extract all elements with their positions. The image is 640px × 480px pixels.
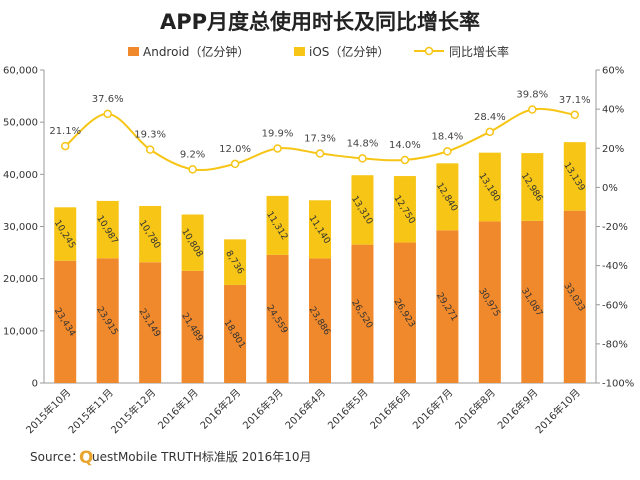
x-tick-label: 2016年7月: [410, 386, 456, 432]
bar-ios: [96, 200, 119, 259]
growth-point: [528, 105, 537, 114]
bar-ios: [224, 239, 247, 285]
growth-point: [273, 144, 282, 153]
growth-point: [358, 154, 367, 163]
bar-android: [224, 284, 247, 383]
y-right-tick-label: 60%: [602, 66, 624, 77]
y-left-tick-label: 0: [32, 379, 38, 390]
growth-label: 28.4%: [474, 112, 506, 123]
growth-point: [400, 155, 410, 165]
growth-point: [60, 141, 70, 151]
growth-label: 9.2%: [180, 149, 205, 160]
y-right-tick-label: 20%: [602, 144, 624, 155]
growth-point: [230, 159, 240, 169]
y-left-tick-label: 30,000: [3, 222, 38, 233]
bar-android: [436, 230, 459, 383]
bar-ios: [139, 206, 162, 263]
bar-android: [96, 258, 119, 383]
growth-point: [145, 145, 155, 154]
growth-point: [443, 147, 452, 156]
bar-android: [266, 254, 289, 383]
bar-ios: [478, 152, 501, 222]
y-left-tick-label: 60,000: [3, 66, 38, 77]
growth-label: 14.0%: [389, 140, 421, 151]
bar-ios: [393, 176, 416, 243]
bar-android: [393, 242, 416, 383]
source-prefix: Source：: [30, 450, 83, 464]
growth-label: 37.1%: [559, 95, 591, 106]
growth-label: 17.3%: [304, 134, 336, 145]
growth-label: 19.9%: [262, 128, 294, 139]
growth-point: [315, 149, 325, 158]
bar-android: [139, 262, 162, 383]
growth-label: 12.0%: [219, 144, 251, 155]
x-tick-label: 2016年2月: [197, 386, 243, 432]
y-left-tick-label: 40,000: [3, 170, 38, 181]
bar-android: [54, 260, 77, 383]
source-logo-q: Q: [79, 448, 93, 468]
y-right-tick-label: -80%: [602, 339, 628, 350]
bar-android: [351, 244, 374, 383]
plot-area: 0 10,000 20,000 30,000 40,000 50,000 60,000 -10…: [3, 66, 634, 437]
growth-label: 37.6%: [92, 94, 124, 105]
y-right-tick-label: -100%: [602, 379, 634, 390]
growth-point: [188, 165, 197, 174]
source-note: Source： Q uestMobile TRUTH标准版 2016年10月: [30, 448, 312, 468]
bar-android: [521, 220, 544, 383]
y-left-tick-label: 20,000: [3, 274, 38, 285]
y-right-tick-label: -40%: [602, 261, 628, 272]
legend: Android（亿分钟） iOS（亿分钟） 同比增长率: [128, 44, 509, 59]
chart-title: APP月度总使用时长及同比增长率: [160, 10, 480, 34]
x-tick-label: 2016年3月: [240, 386, 286, 432]
bar-ios: [436, 163, 459, 231]
y-right-tick-label: 0%: [602, 183, 618, 194]
bar-android: [309, 258, 331, 383]
growth-label: 21.1%: [49, 126, 81, 137]
x-tick-label: 2016年8月: [452, 386, 498, 432]
y-right-tick-label: -20%: [602, 222, 628, 233]
x-tick-label: 2016年4月: [282, 386, 328, 432]
bar-android: [181, 270, 204, 383]
legend-marker-growth: [424, 46, 434, 56]
bar-ios: [309, 200, 331, 259]
bar-ios: [54, 207, 77, 261]
bar-ios: [351, 175, 374, 245]
y-left-tick-label: 50,000: [3, 118, 38, 129]
bar-ios: [181, 214, 204, 271]
bar-ios: [521, 153, 544, 221]
source-text: uestMobile TRUTH标准版 2016年10月: [92, 450, 312, 464]
legend-swatch-ios: [294, 47, 305, 56]
growth-label: 14.8%: [347, 138, 379, 149]
x-tick-label: 2016年1月: [155, 386, 201, 432]
growth-label: 19.3%: [134, 130, 166, 141]
x-tick-label: 2016年10月: [533, 386, 583, 436]
bar-ios: [563, 142, 586, 211]
y-right-tick-label: 40%: [602, 105, 624, 116]
bar-ios: [266, 195, 289, 255]
legend-swatch-android: [128, 47, 139, 56]
growth-label: 18.4%: [431, 131, 463, 142]
x-tick-label: 2016年9月: [495, 386, 541, 432]
bar-android: [478, 221, 501, 383]
growth-point: [485, 127, 495, 137]
legend-label-growth: 同比增长率: [449, 44, 509, 59]
bar-android: [563, 210, 586, 383]
legend-label-ios: iOS（亿分钟）: [309, 44, 389, 59]
y-left-tick-label: 10,000: [3, 326, 38, 337]
legend-label-android: Android（亿分钟）: [143, 44, 249, 59]
y-right-tick-label: -60%: [602, 300, 628, 311]
growth-label: 39.8%: [516, 90, 548, 101]
growth-point: [103, 109, 112, 119]
x-tick-label: 2016年6月: [367, 386, 413, 432]
x-tick-label: 2015年12月: [108, 386, 158, 436]
x-tick-label: 2016年5月: [325, 386, 371, 432]
growth-point: [570, 110, 580, 120]
